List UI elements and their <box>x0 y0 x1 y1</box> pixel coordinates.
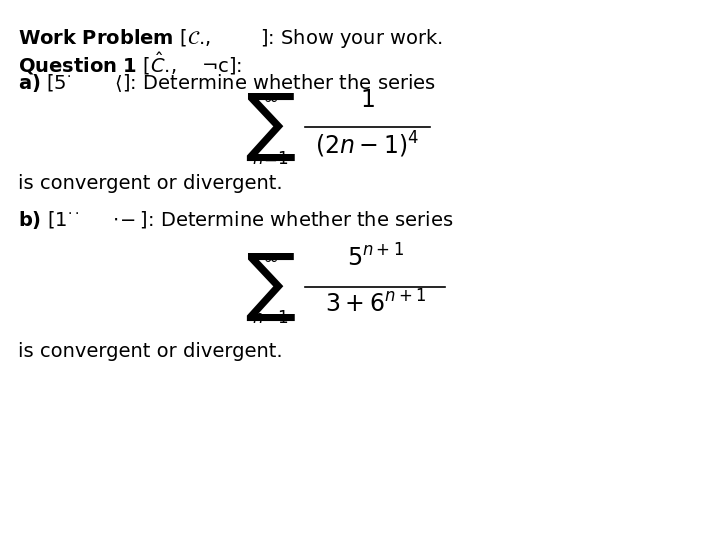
Text: $\bf{a)}$ $[\mathit{5}^{\cdot}$       $\langle$]: Determine whether the series: $\bf{a)}$ $[\mathit{5}^{\cdot}$ $\langle… <box>18 72 436 94</box>
Text: $5^{n+1}$: $5^{n+1}$ <box>346 245 404 272</box>
Text: is convergent or divergent.: is convergent or divergent. <box>18 342 282 361</box>
Text: is convergent or divergent.: is convergent or divergent. <box>18 174 282 193</box>
Text: $1$: $1$ <box>360 88 375 112</box>
Text: $\sum$: $\sum$ <box>245 92 295 163</box>
Text: $\infty$: $\infty$ <box>262 88 278 107</box>
Text: $\bf{b)}$ $[\mathit{1}^{\cdot\cdot}$     $\cdot\!-$]: Determine whether the seri: $\bf{b)}$ $[\mathit{1}^{\cdot\cdot}$ $\c… <box>18 209 453 231</box>
Text: $\bf{Question\ 1}$ $[\hat{C}$.,    $\neg$c]:: $\bf{Question\ 1}$ $[\hat{C}$., $\neg$c]… <box>18 50 242 77</box>
Text: $3 + 6^{n+1}$: $3 + 6^{n+1}$ <box>324 290 426 317</box>
Text: $n\!=\!1$: $n\!=\!1$ <box>251 150 288 168</box>
Text: $n\!=\!1$: $n\!=\!1$ <box>251 309 288 327</box>
Text: $(2n-1)^4$: $(2n-1)^4$ <box>315 130 419 160</box>
Text: $\bf{Work\ Problem}$ $[\mathcal{C}$.,        ]: Show your work.: $\bf{Work\ Problem}$ $[\mathcal{C}$., ]:… <box>18 27 442 50</box>
Text: $\sum$: $\sum$ <box>245 251 295 322</box>
Text: $\infty$: $\infty$ <box>262 248 278 267</box>
